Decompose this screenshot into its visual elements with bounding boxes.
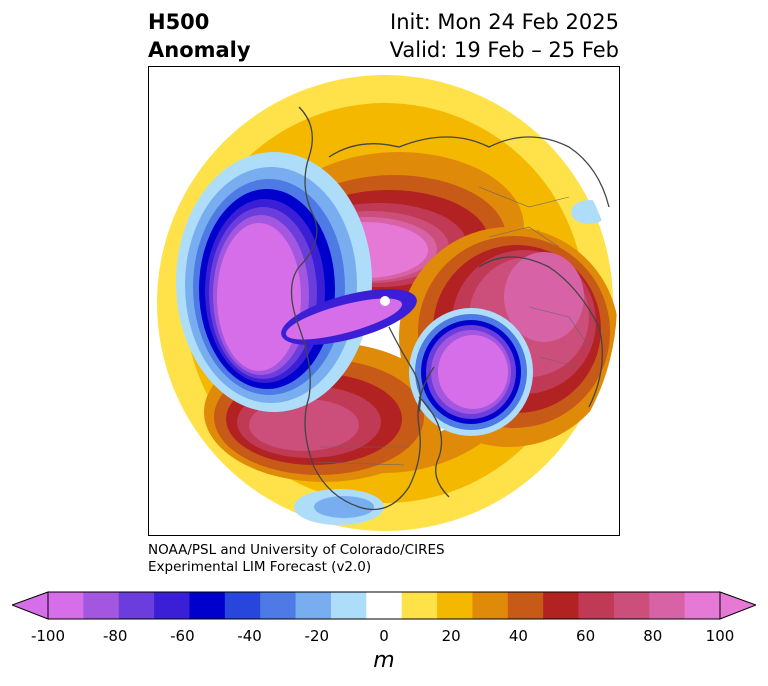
colorbar-tick-label: 0 bbox=[379, 627, 389, 645]
colorbar-tick-label: 100 bbox=[705, 627, 735, 645]
colorbar-cell bbox=[48, 592, 84, 619]
colorbar-tick-label: -20 bbox=[304, 627, 330, 645]
anomaly-field bbox=[157, 75, 617, 531]
coastlines bbox=[290, 106, 610, 511]
colorbar-cell bbox=[613, 592, 650, 619]
credit-line2: Experimental LIM Forecast (v2.0) bbox=[148, 559, 372, 575]
colorbar-cell bbox=[189, 592, 226, 619]
credit-text: NOAA/PSL and University of Colorado/CIRE… bbox=[148, 542, 445, 576]
colorbar-cell bbox=[649, 592, 686, 619]
colorbar-low-arrow bbox=[12, 591, 49, 620]
colorbar-cell bbox=[401, 592, 438, 619]
colorbar-tick-label: 40 bbox=[508, 627, 528, 645]
plot-title: H500 Anomaly bbox=[148, 8, 251, 64]
colorbar-cell bbox=[472, 592, 509, 619]
valid-range: Valid: 19 Feb – 25 Feb bbox=[389, 38, 619, 62]
colorbar-high-arrow bbox=[719, 591, 756, 620]
borders bbox=[313, 186, 590, 466]
colorbar-tick-label: -40 bbox=[237, 627, 262, 645]
init-date: Init: Mon 24 Feb 2025 bbox=[390, 10, 619, 34]
credit-line1: NOAA/PSL and University of Colorado/CIRE… bbox=[148, 542, 445, 558]
colorbar-tick-label: -100 bbox=[30, 627, 66, 645]
title-line1: H500 bbox=[148, 10, 210, 34]
colorbar-cell bbox=[83, 592, 120, 619]
title-line2: Anomaly bbox=[148, 38, 251, 62]
colorbar-cell bbox=[154, 592, 190, 619]
colorbar bbox=[12, 591, 756, 620]
map-svg bbox=[157, 75, 617, 531]
colorbar-cell bbox=[543, 592, 580, 619]
date-info: Init: Mon 24 Feb 2025 Valid: 19 Feb – 25… bbox=[390, 8, 619, 64]
colorbar-unit: m bbox=[373, 648, 395, 673]
colorbar-cell bbox=[684, 592, 721, 619]
colorbar-tick-label: -80 bbox=[102, 627, 128, 645]
north-pole-marker bbox=[380, 296, 390, 306]
colorbar-outline bbox=[47, 591, 721, 620]
colorbar-cell bbox=[295, 592, 332, 619]
colorbar-tick-label: 80 bbox=[643, 627, 663, 645]
colorbar-cell bbox=[366, 592, 403, 619]
anomaly-map bbox=[148, 66, 620, 536]
colorbar-cell bbox=[437, 592, 473, 619]
colorbar-tick-label: 60 bbox=[576, 627, 596, 645]
negative-anomaly-north-pacific bbox=[176, 152, 417, 412]
colorbar-cell bbox=[260, 592, 297, 619]
colorbar-cell bbox=[507, 592, 544, 619]
colorbar-cell bbox=[330, 592, 367, 619]
colorbar-cell bbox=[118, 592, 155, 619]
colorbar-cell bbox=[578, 592, 615, 619]
negative-anomaly-north-atlantic bbox=[409, 308, 533, 436]
colorbar-tick-label: -60 bbox=[170, 627, 195, 645]
colorbar-cell bbox=[224, 592, 261, 619]
colorbar-tick-label: 20 bbox=[441, 627, 461, 645]
